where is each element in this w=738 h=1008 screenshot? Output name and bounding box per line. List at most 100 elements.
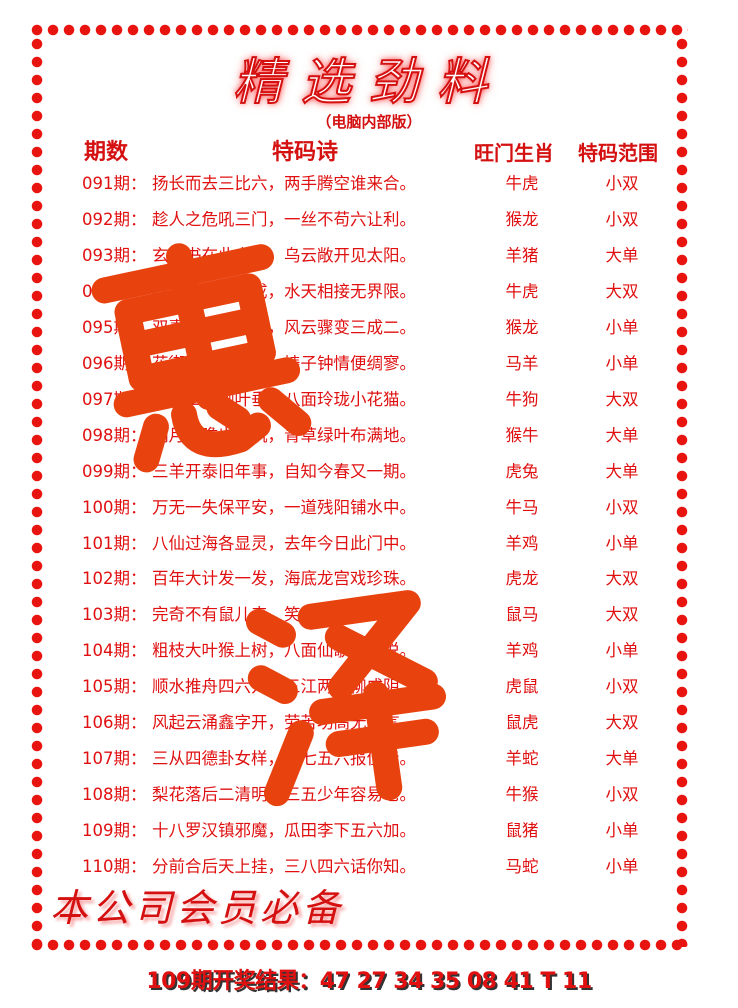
period-cell: 101期：	[82, 533, 147, 553]
period-cell: 104期：	[82, 641, 147, 661]
period-cell: 107期：	[82, 749, 147, 769]
poem-cell: 梨花落后二清明，三五少年容易老。	[152, 785, 416, 805]
table-row: 099期： 三羊开泰旧年事，自知今春又一期。 虎兔 大单	[82, 460, 662, 484]
period-cell: 092期：	[82, 209, 147, 229]
zodiac-cell: 马羊	[505, 353, 539, 373]
poem-cell: 双喜临门一大篇，风云骤变三成二。	[152, 317, 416, 337]
poem-cell: 三羊开泰旧年事，自知今春又一期。	[152, 461, 416, 481]
range-cell: 大双	[605, 605, 639, 625]
zodiac-cell: 牛虎	[505, 174, 539, 193]
poem-cell: 玄机书在此言中，乌云敞开见太阳。	[152, 245, 416, 265]
range-cell: 大双	[605, 281, 639, 301]
header-period: 期数	[84, 140, 129, 165]
table-row: 109期： 十八罗汉镇邪魔，瓜田李下五六加。 鼠猪 小单	[82, 819, 662, 843]
table-row: 091期： 扬长而去三比六，两手腾空谁来合。 牛虎 小双	[82, 172, 662, 196]
period-cell: 102期：	[82, 569, 147, 589]
period-cell: 096期：	[82, 353, 147, 373]
zodiac-cell: 猴牛	[505, 425, 539, 445]
table-row: 107期： 三从四德卦女样，四七五六报佳音。 羊蛇 大单	[82, 747, 662, 771]
range-cell: 大单	[605, 461, 639, 481]
poem-cell: 明月张瞻出高机，青草绿叶布满地。	[152, 425, 416, 445]
zodiac-cell: 鼠马	[505, 605, 539, 625]
range-cell: 小双	[605, 677, 639, 697]
poem-cell: 分前合后天上挂，三八四六话你知。	[152, 857, 416, 877]
poem-cell: 百年大计发一发，海底龙宫戏珍珠。	[152, 569, 416, 589]
table-row: 096期： 花街柳巷到处游，婊子钟情便绸寥。 马羊 小单	[82, 352, 662, 376]
zodiac-cell: 猴龙	[505, 209, 539, 229]
zodiac-cell: 羊猪	[505, 245, 539, 265]
period-cell: 100期：	[82, 497, 147, 517]
range-cell: 小单	[605, 353, 639, 373]
header-zodiac: 旺门生肖	[474, 141, 554, 165]
zodiac-cell: 虎龙	[505, 569, 539, 589]
table-row: 093期： 玄机书在此言中，乌云敞开见太阳。 羊猪 大单	[82, 244, 662, 268]
table-row: 092期： 趁人之危吼三门，一丝不苟六让利。 猴龙 小双	[82, 208, 662, 232]
period-cell: 097期：	[82, 389, 147, 409]
period-cell: 093期：	[82, 245, 147, 265]
period-cell: 094期：	[82, 281, 147, 301]
footer-note: 本公司会员必备	[50, 886, 345, 930]
border-right	[675, 37, 689, 947]
table-row: 102期： 百年大计发一发，海底龙宫戏珍珠。 虎龙 大双	[82, 567, 662, 591]
zodiac-cell: 牛狗	[505, 389, 539, 409]
border-top	[30, 23, 688, 37]
border-left	[30, 37, 44, 947]
table-row: 101期： 八仙过海各显灵，去年今日此门中。 羊鸡 小单	[82, 532, 662, 556]
range-cell: 大双	[605, 569, 639, 589]
table-row: 094期： 同心协力万事成，水天相接无界限。 牛虎 大双	[82, 280, 662, 304]
poem-cell: 同心协力万事成，水天相接无界限。	[152, 281, 416, 301]
range-cell: 小单	[605, 533, 639, 553]
period-cell: 103期：	[82, 605, 147, 625]
poem-cell: 风起云涌鑫字开，劳苦功高无怨言。	[152, 713, 416, 733]
poem-cell: 趁人之危吼三门，一丝不苟六让利。	[152, 209, 416, 229]
period-cell: 105期：	[82, 677, 147, 697]
period-cell: 106期：	[82, 713, 147, 733]
header-range: 特码范围	[578, 141, 658, 165]
poem-cell: 十八罗汉镇邪魔，瓜田李下五六加。	[152, 821, 416, 841]
poem-cell: 早春二月柳叶垂，八面玲珑小花猫。	[152, 389, 416, 409]
zodiac-cell: 虎兔	[505, 461, 539, 481]
period-cell: 108期：	[82, 785, 147, 805]
poem-cell: 花街柳巷到处游，婊子钟情便绸寥。	[152, 353, 416, 373]
zodiac-cell: 牛猴	[505, 785, 539, 805]
poem-cell: 顺水推舟四六开，三江两岸柳成阴。	[152, 677, 416, 697]
zodiac-cell: 牛马	[505, 497, 539, 517]
zodiac-cell: 马蛇	[505, 857, 539, 877]
poem-cell: 万无一失保平安，一道残阳铺水中。	[152, 497, 416, 517]
table-row: 103期： 完奇不有鼠儿来，笑逐颜开双一春。 鼠马 大双	[82, 603, 662, 627]
subtitle: （电脑内部版）	[316, 113, 422, 131]
poem-cell: 八仙过海各显灵，去年今日此门中。	[152, 533, 416, 553]
table-row: 098期： 明月张瞻出高机，青草绿叶布满地。 猴牛 大单	[82, 424, 662, 448]
period-cell: 095期：	[82, 317, 147, 337]
zodiac-cell: 羊鸡	[505, 641, 539, 661]
range-cell: 小单	[605, 641, 639, 661]
zodiac-cell: 羊蛇	[505, 749, 539, 769]
zodiac-cell: 羊鸡	[505, 533, 539, 553]
range-cell: 大单	[605, 749, 639, 769]
range-cell: 大单	[605, 245, 639, 265]
table-row: 106期： 风起云涌鑫字开，劳苦功高无怨言。 鼠虎 大双	[82, 711, 662, 735]
range-cell: 小双	[605, 497, 639, 517]
range-cell: 大双	[605, 713, 639, 733]
poem-cell: 三从四德卦女样，四七五六报佳音。	[152, 749, 416, 769]
period-cell: 110期：	[82, 857, 147, 877]
zodiac-cell: 鼠虎	[505, 713, 539, 733]
border-bottom	[30, 938, 688, 952]
table-row: 104期： 粗枝大叶猴上树，八面仙歌心情悦。 羊鸡 小单	[82, 639, 662, 663]
range-cell: 小双	[605, 174, 639, 193]
period-cell: 098期：	[82, 425, 147, 445]
zodiac-cell: 牛虎	[505, 281, 539, 301]
zodiac-cell: 猴龙	[505, 317, 539, 337]
page-title: 精选劲料	[232, 53, 505, 111]
table-row: 100期： 万无一失保平安，一道残阳铺水中。 牛马 小双	[82, 496, 662, 520]
zodiac-cell: 虎鼠	[505, 677, 539, 697]
poem-cell: 扬长而去三比六，两手腾空谁来合。	[152, 174, 416, 193]
table-row: 108期： 梨花落后二清明，三五少年容易老。 牛猴 小双	[82, 783, 662, 807]
table-row: 095期： 双喜临门一大篇，风云骤变三成二。 猴龙 小单	[82, 316, 662, 340]
range-cell: 小单	[605, 821, 639, 841]
header-poem: 特码诗	[272, 140, 339, 165]
range-cell: 小单	[605, 857, 639, 877]
draw-result: 109期开奖结果：47 27 34 35 08 41 T 11	[146, 969, 592, 994]
period-cell: 091期：	[82, 174, 147, 193]
poem-cell: 完奇不有鼠儿来，笑逐颜开双一春。	[152, 605, 416, 625]
